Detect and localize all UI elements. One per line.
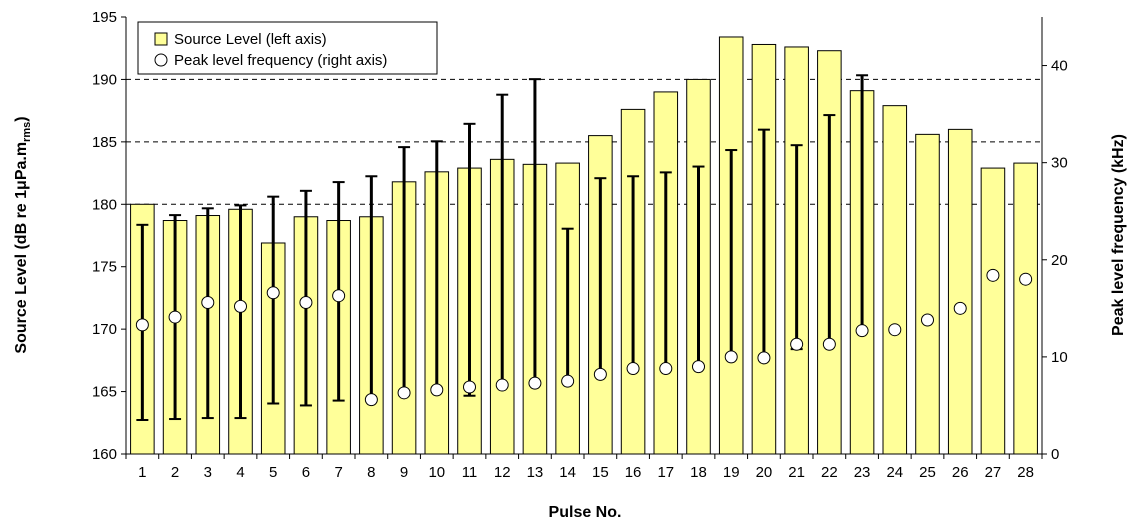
frequency-point [757, 351, 771, 365]
frequency-point [986, 268, 1000, 282]
legend-point-label: Peak level frequency (right axis) [174, 52, 387, 69]
left-axis-title-main: Source Level (dB re 1μPa.m [13, 142, 30, 354]
left-tick-label: 195 [92, 9, 117, 26]
x-tick-label: 12 [494, 464, 511, 481]
x-tick-label: 20 [756, 464, 773, 481]
frequency-point [528, 376, 542, 390]
x-tick-label: 3 [204, 464, 212, 481]
x-tick-label: 1 [138, 464, 146, 481]
left-tick-label: 175 [92, 259, 117, 276]
left-tick-label: 165 [92, 384, 117, 401]
x-tick-label: 5 [269, 464, 277, 481]
frequency-point [201, 296, 215, 310]
frequency-points [135, 268, 1033, 407]
left-axis-title-tail: ) [13, 116, 30, 121]
x-tick-label: 21 [788, 464, 805, 481]
bar [882, 105, 908, 455]
frequency-point [692, 360, 705, 374]
legend: Source Level (left axis) Peak level freq… [137, 21, 438, 75]
legend-point-marker [154, 53, 168, 67]
x-tick-label: 6 [302, 464, 310, 481]
frequency-point [364, 393, 378, 407]
axes [121, 16, 1047, 459]
source-level-bars [130, 36, 1038, 455]
frequency-point [234, 299, 247, 313]
frequency-point [430, 383, 444, 397]
x-tick-label: 4 [236, 464, 244, 481]
left-axis-title: Source Level (dB re 1μPa.mrms) [13, 116, 33, 353]
bar [980, 167, 1006, 455]
frequency-point [397, 386, 411, 400]
x-axis-title: Pulse No. [549, 504, 622, 521]
x-tick-label: 18 [690, 464, 707, 481]
right-axis-title: Peak level frequency (kHz) [1110, 134, 1127, 336]
bar [947, 128, 973, 455]
x-tick-label: 22 [821, 464, 838, 481]
frequency-point [659, 362, 673, 376]
bar [915, 133, 940, 455]
x-tick-label: 8 [367, 464, 375, 481]
right-tick-label: 20 [1051, 252, 1068, 269]
x-tick-label: 10 [428, 464, 445, 481]
right-tick-label: 30 [1051, 155, 1068, 172]
frequency-point [888, 323, 902, 337]
x-tick-label: 26 [952, 464, 969, 481]
frequency-point [1019, 272, 1033, 286]
frequency-point [299, 296, 313, 310]
frequency-point [495, 378, 509, 392]
x-tick-label: 24 [886, 464, 903, 481]
x-tick-label: 16 [625, 464, 642, 481]
x-tick-label: 23 [854, 464, 871, 481]
frequency-point [561, 374, 575, 388]
left-tick-label: 170 [92, 321, 117, 338]
right-tick-label: 40 [1051, 58, 1068, 75]
frequency-point [266, 286, 280, 300]
frequency-point [921, 313, 934, 327]
x-tick-label: 25 [919, 464, 936, 481]
legend-bar-swatch [154, 32, 168, 46]
frequency-point [790, 337, 804, 351]
frequency-point [822, 337, 836, 351]
frequency-point [593, 367, 607, 381]
legend-bar-label: Source Level (left axis) [174, 31, 327, 48]
frequency-point [463, 380, 476, 394]
x-tick-label: 27 [985, 464, 1002, 481]
x-tick-label: 19 [723, 464, 740, 481]
x-tick-label: 28 [1017, 464, 1034, 481]
x-tick-label: 9 [400, 464, 408, 481]
right-tick-label: 10 [1051, 349, 1068, 366]
right-tick-label: 0 [1051, 446, 1059, 463]
frequency-point [724, 350, 738, 364]
legend-box [137, 21, 438, 75]
x-tick-label: 2 [171, 464, 179, 481]
left-axis-title-subscript: rms [21, 122, 33, 142]
x-tick-label: 11 [462, 464, 478, 481]
x-tick-label: 17 [657, 464, 674, 481]
left-tick-label: 185 [92, 134, 117, 151]
left-tick-label: 190 [92, 71, 117, 88]
frequency-point [855, 324, 869, 338]
x-tick-label: 15 [592, 464, 609, 481]
bar [1013, 162, 1038, 455]
frequency-point [135, 318, 149, 332]
frequency-point [626, 362, 640, 376]
left-tick-label: 180 [92, 196, 117, 213]
frequency-point [953, 301, 967, 315]
frequency-point [168, 310, 182, 324]
left-tick-label: 160 [92, 446, 117, 463]
x-tick-label: 13 [527, 464, 544, 481]
x-tick-label: 14 [559, 464, 576, 481]
x-tick-label: 7 [334, 464, 342, 481]
frequency-point [332, 289, 346, 303]
